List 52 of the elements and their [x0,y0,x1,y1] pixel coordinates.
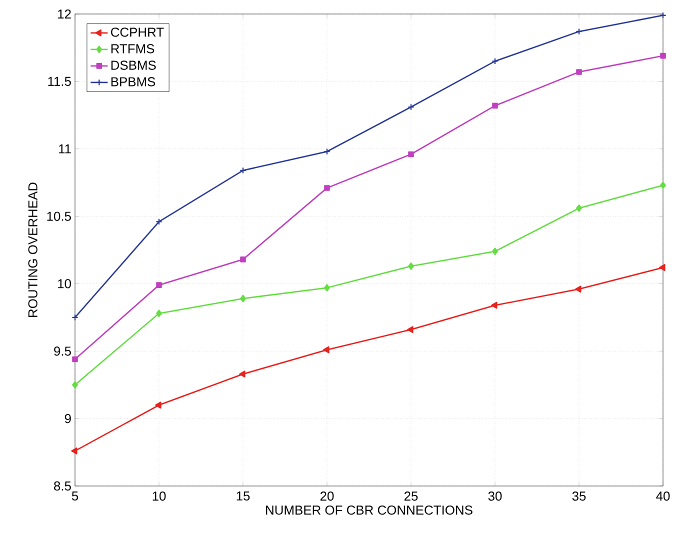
point [240,256,246,262]
x-tick-label: 35 [572,492,586,501]
legend-label: CCPHRT [111,28,164,37]
point [324,148,330,155]
point [408,151,414,158]
point [156,282,162,288]
y-tick-label: 9 [64,414,71,424]
point [576,204,582,212]
y-tick-label: 12 [58,9,71,19]
point [324,185,330,191]
point [72,356,78,362]
point [660,182,666,189]
point [576,28,582,35]
y-tick-label: 10.5 [47,212,71,221]
x-tick-label: 10 [152,492,166,501]
y-tick-label: 8.5 [54,481,71,491]
y-tick-label: 11.5 [48,76,71,86]
point [72,381,78,389]
point [240,167,246,174]
x-tick-label: 30 [488,492,502,501]
point [408,104,414,110]
point [71,447,78,454]
x-tick-label: 25 [404,492,418,501]
x-tick-label: 20 [320,492,334,501]
y-tick-label: 10 [58,279,71,288]
point [155,402,162,409]
point [660,52,666,59]
y-tick-label: 9.5 [54,346,71,356]
x-tick-label: 5 [72,492,78,501]
point [240,294,246,302]
point [239,370,246,378]
y-tick-label: 11 [59,144,71,154]
point [659,264,666,271]
point [491,302,498,309]
legend-label: RTFMS [111,44,154,54]
point [156,218,162,226]
point [408,262,414,270]
x-tick-label: 15 [236,492,250,501]
point [324,284,330,292]
point [575,286,582,293]
point [323,346,330,354]
x-axis-title: NUMBER OF CBR CONNECTIONS [266,506,472,515]
legend-label: BPBMS [111,77,156,86]
point [492,58,498,65]
point [492,248,498,256]
point [576,69,582,75]
x-tick-label: 40 [656,492,670,501]
y-axis-title: ROUTING OVERHEAD [28,182,38,317]
point [492,102,498,109]
legend-label: DSBMS [111,60,156,70]
point [407,326,414,334]
point [156,310,162,318]
